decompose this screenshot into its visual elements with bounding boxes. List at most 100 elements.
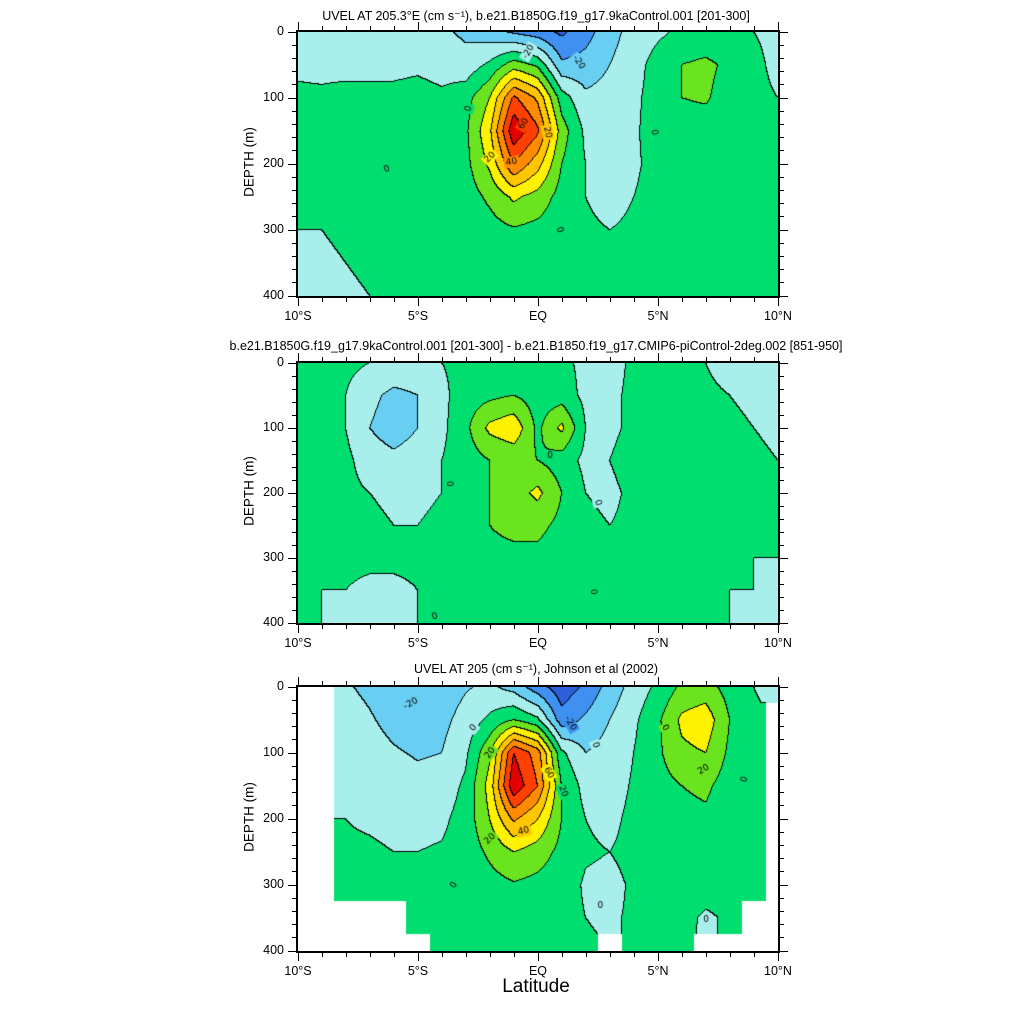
y-tick-label: 200 bbox=[263, 156, 284, 170]
axis-tick bbox=[777, 298, 779, 306]
axis-tick bbox=[393, 26, 395, 30]
axis-tick bbox=[345, 953, 347, 957]
axis-tick bbox=[292, 44, 296, 46]
axis-tick bbox=[780, 440, 784, 442]
axis-tick bbox=[288, 557, 296, 559]
axis-tick bbox=[780, 466, 784, 468]
axis-tick bbox=[780, 31, 788, 33]
y-tick-label: 100 bbox=[263, 420, 284, 434]
axis-tick bbox=[513, 298, 515, 302]
axis-tick bbox=[780, 71, 784, 73]
axis-tick bbox=[561, 953, 563, 957]
axis-tick bbox=[292, 739, 296, 741]
axis-tick bbox=[777, 625, 779, 633]
axis-tick bbox=[729, 298, 731, 302]
axis-tick bbox=[292, 269, 296, 271]
axis-tick bbox=[780, 427, 788, 429]
x-tick-label: EQ bbox=[528, 636, 548, 650]
axis-tick bbox=[292, 479, 296, 481]
axis-tick bbox=[753, 357, 755, 361]
y-tick-label: 100 bbox=[263, 90, 284, 104]
axis-tick bbox=[780, 844, 784, 846]
axis-tick bbox=[780, 150, 784, 152]
y-tick-label: 400 bbox=[263, 288, 284, 302]
axis-tick bbox=[465, 953, 467, 957]
axis-tick bbox=[780, 805, 784, 807]
axis-tick bbox=[393, 625, 395, 629]
y-tick-label: 300 bbox=[263, 222, 284, 236]
axis-tick bbox=[297, 625, 299, 633]
axis-tick bbox=[292, 831, 296, 833]
axis-tick bbox=[780, 388, 784, 390]
axis-tick bbox=[292, 570, 296, 572]
axis-tick bbox=[780, 97, 788, 99]
axis-tick bbox=[321, 357, 323, 361]
axis-tick bbox=[292, 937, 296, 939]
axis-tick bbox=[292, 531, 296, 533]
axis-tick bbox=[780, 123, 784, 125]
axis-tick bbox=[561, 357, 563, 361]
axis-tick bbox=[753, 26, 755, 30]
axis-tick bbox=[292, 375, 296, 377]
axis-tick bbox=[369, 625, 371, 629]
axis-tick bbox=[292, 255, 296, 257]
axis-tick bbox=[780, 57, 784, 59]
axis-tick bbox=[657, 953, 659, 961]
axis-tick bbox=[369, 26, 371, 30]
axis-tick bbox=[321, 298, 323, 302]
axis-tick bbox=[513, 26, 515, 30]
axis-tick bbox=[609, 26, 611, 30]
axis-tick bbox=[780, 282, 784, 284]
axis-tick bbox=[292, 858, 296, 860]
axis-tick bbox=[292, 440, 296, 442]
axis-tick bbox=[780, 203, 784, 205]
axis-tick bbox=[292, 505, 296, 507]
axis-tick bbox=[292, 924, 296, 926]
y-tick-label: 200 bbox=[263, 811, 284, 825]
axis-tick bbox=[292, 805, 296, 807]
axis-tick bbox=[441, 953, 443, 957]
x-tick-label: 10°S bbox=[284, 964, 312, 978]
y-tick-label: 0 bbox=[277, 355, 284, 369]
axis-tick bbox=[537, 953, 539, 961]
y-tick-label: 200 bbox=[263, 485, 284, 499]
axis-tick bbox=[780, 531, 784, 533]
axis-tick bbox=[292, 609, 296, 611]
axis-tick bbox=[292, 203, 296, 205]
axis-tick bbox=[780, 622, 788, 624]
axis-tick bbox=[345, 357, 347, 361]
axis-tick bbox=[681, 26, 683, 30]
axis-tick bbox=[561, 681, 563, 685]
axis-tick bbox=[489, 953, 491, 957]
axis-tick bbox=[292, 712, 296, 714]
axis-tick bbox=[292, 176, 296, 178]
plot-area: 10°S 5°S EQ 5°N 10°N 0 100 200 300 400 bbox=[263, 22, 792, 323]
axis-tick bbox=[321, 681, 323, 685]
axis-tick bbox=[780, 479, 784, 481]
y-tick-label: 300 bbox=[263, 877, 284, 891]
axis-tick bbox=[321, 953, 323, 957]
axis-tick bbox=[537, 625, 539, 633]
axis-tick bbox=[297, 953, 299, 961]
x-tick-label: 10°S bbox=[284, 636, 312, 650]
axis-tick bbox=[780, 110, 784, 112]
axis-tick bbox=[417, 677, 419, 685]
axis-tick bbox=[780, 897, 784, 899]
axis-tick bbox=[705, 953, 707, 957]
axis-tick bbox=[780, 163, 788, 165]
axis-tick bbox=[633, 26, 635, 30]
axis-tick bbox=[585, 357, 587, 361]
axis-tick bbox=[292, 137, 296, 139]
axis-tick bbox=[513, 953, 515, 957]
x-tick-label: 5°N bbox=[647, 636, 669, 650]
axis-tick bbox=[681, 357, 683, 361]
axis-tick bbox=[609, 681, 611, 685]
axis-tick bbox=[292, 466, 296, 468]
axis-tick bbox=[729, 26, 731, 30]
axis-tick bbox=[780, 831, 784, 833]
axis-tick bbox=[417, 625, 419, 633]
axis-tick bbox=[441, 26, 443, 30]
axis-tick bbox=[417, 22, 419, 30]
axis-tick bbox=[585, 26, 587, 30]
